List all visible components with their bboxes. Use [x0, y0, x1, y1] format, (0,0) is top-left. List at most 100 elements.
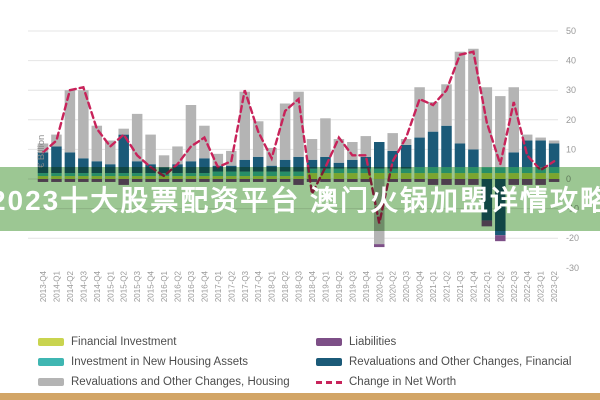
- legend-item-change-in-net-worth: Change in Net Worth: [316, 372, 578, 392]
- bar-segment: [427, 131, 439, 168]
- bar-segment: [118, 134, 129, 174]
- bar-segment: [293, 156, 304, 172]
- svg-text:2022-Q1: 2022-Q1: [483, 270, 492, 302]
- svg-text:2023-Q1: 2023-Q1: [537, 270, 546, 302]
- svg-text:2019-Q4: 2019-Q4: [362, 270, 371, 302]
- promo-banner-overlay: [0, 167, 600, 231]
- bar-segment: [199, 158, 210, 174]
- bar-segment: [78, 90, 89, 159]
- bar-segment: [320, 156, 331, 169]
- svg-text:2020-Q3: 2020-Q3: [402, 270, 411, 302]
- bar-segment: [414, 137, 425, 168]
- bar-segment: [495, 96, 506, 168]
- x-axis-tick-labels: 2013-Q4 2014-Q1 2014-Q2 2014-Q3 2014-Q4 2015-…: [39, 270, 559, 302]
- net-worth-dashed-line-icon: [316, 380, 342, 384]
- bar-segment: [468, 149, 479, 168]
- svg-text:2018-Q1: 2018-Q1: [268, 270, 277, 302]
- bar-segment: [521, 134, 533, 141]
- bar-segment: [252, 121, 264, 157]
- svg-text:2015-Q3: 2015-Q3: [133, 270, 142, 302]
- y-axis-title: € Billion: [36, 135, 47, 168]
- svg-text:2014-Q4: 2014-Q4: [93, 270, 102, 302]
- revaluations-financial-swatch-icon: [316, 358, 342, 366]
- bar-segment: [320, 118, 331, 157]
- bar-segment: [64, 152, 76, 174]
- liabilities-swatch-icon: [316, 338, 342, 346]
- svg-text:2022-Q3: 2022-Q3: [510, 270, 519, 302]
- svg-text:2016-Q1: 2016-Q1: [160, 270, 169, 302]
- svg-text:2021-Q1: 2021-Q1: [429, 270, 438, 302]
- revaluations-housing-swatch-icon: [38, 378, 64, 386]
- bar-segment: [400, 144, 412, 169]
- bar-segment: [360, 156, 372, 169]
- svg-text:2019-Q3: 2019-Q3: [348, 270, 357, 302]
- bar-segment: [105, 140, 116, 165]
- change-in-net-worth-line: [41, 50, 556, 224]
- legend-label: Revaluations and Other Changes, Housing: [71, 376, 290, 388]
- bar-segment: [360, 136, 372, 157]
- svg-text:2016-Q2: 2016-Q2: [174, 270, 183, 302]
- chart-legend: Financial Investment Investment in New H…: [38, 332, 578, 392]
- svg-text:2020-Q4: 2020-Q4: [416, 270, 425, 302]
- legend-item-new-housing-assets: Investment in New Housing Assets: [38, 352, 316, 372]
- bar-segment: [279, 159, 291, 172]
- y-axis-tick-labels: 50403020100-10-20-30: [566, 26, 579, 273]
- bar-segment: [145, 134, 156, 165]
- legend-item-revaluations-housing: Revaluations and Other Changes, Housing: [38, 372, 316, 392]
- svg-text:2014-Q2: 2014-Q2: [66, 270, 75, 302]
- svg-text:10: 10: [566, 144, 576, 154]
- svg-text:2017-Q1: 2017-Q1: [214, 270, 223, 302]
- svg-text:2018-Q4: 2018-Q4: [308, 270, 317, 302]
- svg-text:2017-Q4: 2017-Q4: [254, 270, 263, 302]
- legend-label: Change in Net Worth: [349, 376, 457, 388]
- svg-text:-20: -20: [566, 233, 579, 243]
- bar-segment: [454, 143, 466, 168]
- svg-text:2015-Q1: 2015-Q1: [106, 270, 115, 302]
- svg-text:40: 40: [566, 56, 576, 66]
- svg-text:50: 50: [566, 26, 576, 36]
- svg-text:2022-Q4: 2022-Q4: [523, 270, 532, 302]
- bar-segment: [548, 140, 560, 144]
- promo-banner-text: 2023十大股票配资平台 澳门火锅加盟详情攻略: [0, 185, 600, 216]
- svg-text:2020-Q1: 2020-Q1: [375, 270, 384, 302]
- bar-segment: [333, 139, 345, 163]
- legend-item-financial-investment: Financial Investment: [38, 332, 316, 352]
- bar-segment: [37, 143, 49, 153]
- housing-assets-swatch-icon: [38, 358, 64, 366]
- bar-segment: [427, 102, 439, 132]
- svg-text:2021-Q3: 2021-Q3: [456, 270, 465, 302]
- svg-text:2016-Q4: 2016-Q4: [200, 270, 209, 302]
- bar-segment: [306, 159, 318, 169]
- svg-text:20: 20: [566, 115, 576, 125]
- svg-text:2016-Q3: 2016-Q3: [187, 270, 196, 302]
- financial-investment-swatch-icon: [38, 338, 64, 346]
- bar-segment: [172, 146, 183, 165]
- legend-label: Liabilities: [349, 336, 397, 348]
- svg-text:2020-Q2: 2020-Q2: [389, 270, 398, 302]
- svg-text:30: 30: [566, 85, 576, 95]
- bar-segment: [347, 142, 358, 160]
- svg-text:2017-Q2: 2017-Q2: [227, 270, 236, 302]
- bar-segment: [495, 235, 506, 242]
- bar-segment: [91, 125, 103, 162]
- bar-segment: [481, 87, 493, 168]
- svg-text:2018-Q3: 2018-Q3: [295, 270, 304, 302]
- bar-segment: [64, 90, 76, 153]
- bar-segment: [37, 152, 49, 174]
- svg-text:2021-Q2: 2021-Q2: [443, 270, 452, 302]
- svg-text:2019-Q1: 2019-Q1: [321, 270, 330, 302]
- bar-segment: [51, 134, 62, 147]
- bar-segment: [185, 105, 197, 162]
- bar-segment: [239, 91, 250, 160]
- bar-segment: [293, 91, 304, 157]
- svg-text:-30: -30: [566, 263, 579, 273]
- svg-text:2015-Q4: 2015-Q4: [147, 270, 156, 302]
- bar-segment: [131, 113, 143, 162]
- svg-text:2017-Q3: 2017-Q3: [241, 270, 250, 302]
- svg-text:2015-Q2: 2015-Q2: [120, 270, 129, 302]
- legend-label: Investment in New Housing Assets: [71, 356, 249, 368]
- bottom-strip: [0, 393, 600, 400]
- svg-text:2019-Q2: 2019-Q2: [335, 270, 344, 302]
- bar-segment: [454, 51, 466, 144]
